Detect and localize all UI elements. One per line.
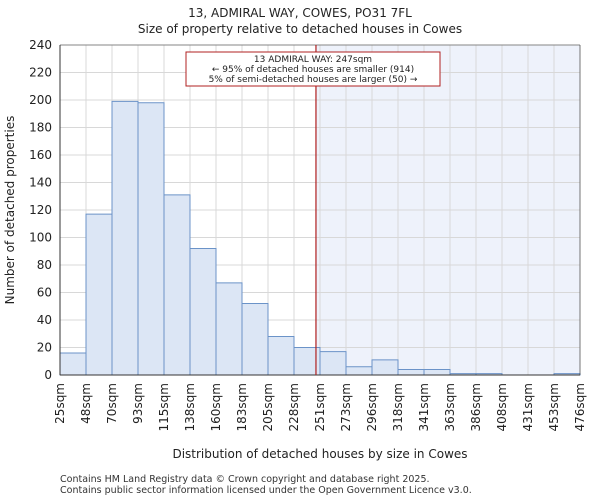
x-tick-label: 296sqm xyxy=(365,383,379,431)
bar xyxy=(241,303,269,376)
bar xyxy=(371,359,399,376)
y-tick-label: 220 xyxy=(29,66,52,80)
x-tick-label: 251sqm xyxy=(313,383,327,431)
x-tick-label: 228sqm xyxy=(287,383,301,431)
x-tick-label: 25sqm xyxy=(53,383,67,424)
bar xyxy=(163,194,191,376)
x-tick-label: 205sqm xyxy=(261,383,275,431)
x-tick-label: 363sqm xyxy=(443,383,457,431)
annotation-line-1: 13 ADMIRAL WAY: 247sqm xyxy=(254,55,372,65)
y-tick-label: 100 xyxy=(29,231,52,245)
x-tick-label: 386sqm xyxy=(469,383,483,431)
y-tick-label: 80 xyxy=(37,258,52,272)
y-tick-label: 40 xyxy=(37,313,52,327)
y-tick-label: 60 xyxy=(37,286,52,300)
x-tick-label: 408sqm xyxy=(495,383,509,431)
x-tick-label: 138sqm xyxy=(183,383,197,431)
x-tick-label: 160sqm xyxy=(209,383,223,431)
x-tick-label: 48sqm xyxy=(79,383,93,424)
chart-title: 13, ADMIRAL WAY, COWES, PO31 7FL xyxy=(188,6,412,20)
x-tick-label: 70sqm xyxy=(105,383,119,424)
y-tick-label: 180 xyxy=(29,121,52,135)
y-tick-label: 0 xyxy=(44,368,52,382)
x-tick-label: 476sqm xyxy=(573,383,587,431)
y-tick-label: 240 xyxy=(29,38,52,52)
y-axis-title: Number of detached properties xyxy=(3,116,17,305)
y-tick-label: 160 xyxy=(29,148,52,162)
bar xyxy=(111,100,139,376)
x-tick-label: 273sqm xyxy=(339,383,353,431)
x-tick-label: 183sqm xyxy=(235,383,249,431)
x-axis-title: Distribution of detached houses by size … xyxy=(172,447,467,461)
footer-line-1: Contains HM Land Registry data © Crown c… xyxy=(60,474,430,485)
bar xyxy=(59,352,87,376)
y-tick-label: 20 xyxy=(37,341,52,355)
bar xyxy=(85,213,113,376)
x-tick-label: 115sqm xyxy=(157,383,171,431)
chart-subtitle: Size of property relative to detached ho… xyxy=(137,22,463,36)
x-tick-label: 453sqm xyxy=(547,383,561,431)
x-tick-label: 93sqm xyxy=(131,383,145,424)
x-tick-label: 431sqm xyxy=(521,383,535,431)
annotation-line-2: ← 95% of detached houses are smaller (91… xyxy=(212,65,414,75)
annotation-line-3: 5% of semi-detached houses are larger (5… xyxy=(209,75,418,85)
bar xyxy=(423,369,451,376)
footer-line-2: Contains public sector information licen… xyxy=(60,485,472,496)
bar xyxy=(137,102,165,376)
bar xyxy=(319,351,347,376)
bar xyxy=(397,369,425,376)
bar xyxy=(189,248,217,376)
y-tick-label: 140 xyxy=(29,176,52,190)
bar xyxy=(345,366,373,376)
x-tick-label: 318sqm xyxy=(391,383,405,431)
bar xyxy=(267,336,295,376)
x-tick-label: 341sqm xyxy=(417,383,431,431)
y-tick-label: 120 xyxy=(29,203,52,217)
bar xyxy=(215,282,243,376)
annotation-box xyxy=(185,51,441,87)
y-tick-label: 200 xyxy=(29,93,52,107)
